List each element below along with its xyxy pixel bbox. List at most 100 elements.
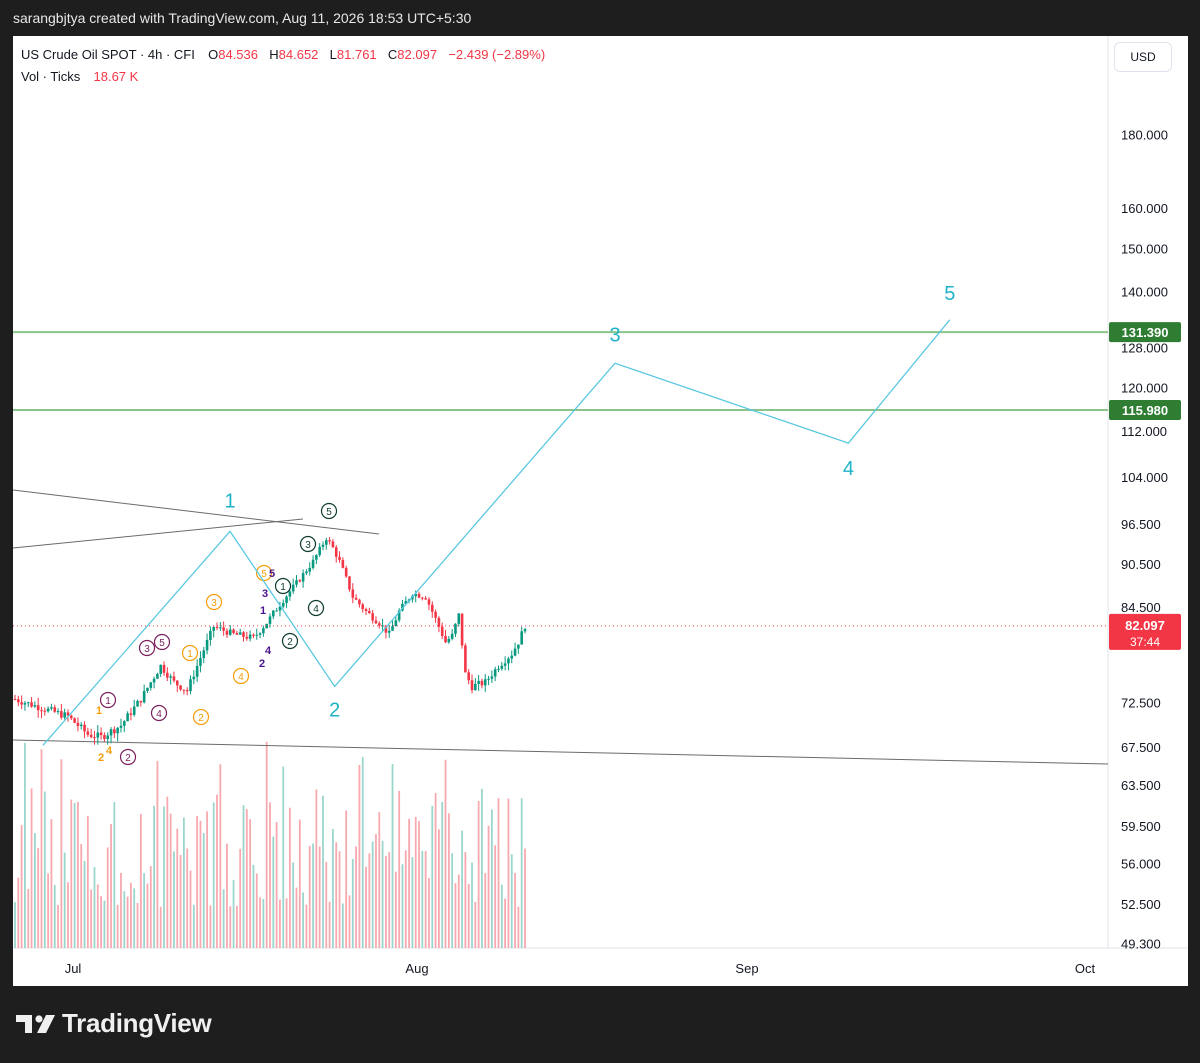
rising-trendline — [13, 518, 304, 549]
y-tick-label: 90.500 — [1121, 557, 1161, 572]
subwave-label: 1 — [187, 649, 193, 660]
volume-bar — [226, 843, 228, 948]
volume-bar — [120, 872, 122, 948]
x-tick-label: Oct — [1075, 961, 1096, 976]
candle-body — [311, 559, 315, 568]
candle-body — [212, 626, 216, 631]
volume-bar — [53, 884, 56, 948]
candle-body — [225, 630, 229, 635]
volume-bar — [196, 816, 199, 948]
currency-button[interactable]: USD — [1114, 42, 1172, 72]
wave-projection: 1 2 3 4 5 — [42, 283, 955, 746]
volume-bar — [514, 873, 516, 948]
subwave-mark: 4 — [106, 745, 113, 757]
volume-bar — [136, 902, 139, 948]
candle-body — [517, 644, 520, 649]
candle-body — [318, 546, 321, 556]
candle-body — [40, 710, 43, 712]
volume-bar — [388, 852, 391, 948]
candle-body — [278, 606, 282, 611]
volume-label[interactable]: Vol · Ticks — [21, 69, 81, 84]
volume-bar — [282, 766, 285, 948]
candle-body — [417, 593, 421, 598]
candle-body — [116, 727, 119, 734]
candle-body — [66, 712, 70, 716]
subwave-label: 3 — [305, 540, 311, 551]
candle-body — [401, 603, 404, 611]
candle-body — [424, 598, 427, 600]
y-tick-label: 49.300 — [1121, 936, 1161, 951]
y-tick-label: 84.500 — [1121, 600, 1161, 615]
subwave-label: 3 — [211, 598, 217, 609]
candle-body — [53, 707, 57, 712]
volume-bar — [411, 857, 414, 948]
volume-bar — [249, 819, 252, 948]
volume-bar — [348, 895, 351, 948]
volume-bar — [130, 882, 132, 948]
y-tick-label: 72.500 — [1121, 695, 1161, 710]
volume-bar — [272, 836, 275, 948]
last-price-value: 82.097 — [1125, 618, 1165, 633]
candle-body — [33, 705, 37, 707]
volume-bar — [477, 800, 480, 948]
tradingview-logo[interactable]: TradingView — [16, 1008, 212, 1039]
candle-body — [377, 623, 381, 626]
volume-bar — [305, 904, 308, 948]
volume-bar — [355, 846, 358, 948]
volume-bar — [173, 851, 175, 948]
candle-body — [328, 540, 331, 542]
grid-lines — [13, 36, 1188, 949]
volume-bar — [408, 818, 410, 948]
volume-bar — [487, 825, 490, 948]
volume-bar — [146, 883, 149, 948]
symbol-title[interactable]: US Crude Oil SPOT · 4h · CFI — [21, 47, 195, 62]
volume-bar — [265, 741, 268, 948]
volume-bar — [428, 878, 430, 948]
candle-body — [321, 544, 325, 547]
volume-bar — [490, 809, 493, 948]
subwave-label: 2 — [125, 753, 131, 764]
candles — [13, 537, 527, 745]
volume-bar — [209, 905, 212, 948]
candle-body — [73, 718, 76, 723]
subwave-label: 4 — [156, 709, 162, 720]
volume-bar — [216, 794, 218, 948]
candle-body — [56, 711, 60, 713]
volume-bar — [103, 900, 106, 948]
volume-bar — [292, 862, 295, 948]
volume-bar — [375, 834, 377, 948]
volume-bar — [454, 883, 457, 948]
volume-bar — [255, 873, 258, 948]
candle-body — [460, 613, 464, 646]
legend-ohlc-row: US Crude Oil SPOT · 4h · CFI O84.536 H84… — [21, 44, 545, 66]
candle-body — [421, 597, 424, 599]
open-label: O — [208, 47, 219, 62]
candle-body — [351, 589, 355, 598]
candle-body — [199, 658, 202, 666]
candle-body — [348, 576, 351, 590]
volume-bar — [361, 757, 364, 948]
subwave-circle — [274, 577, 292, 595]
volume-bar — [30, 788, 33, 948]
candle-body — [36, 705, 40, 711]
y-tick-label: 96.500 — [1121, 517, 1161, 532]
volume-bar — [222, 889, 225, 948]
candle-body — [487, 678, 490, 680]
candle-body — [414, 593, 418, 597]
candle-body — [490, 676, 494, 679]
price-axis: 180.000 160.000 150.000 140.000 128.000 120.0… — [1121, 128, 1168, 952]
volume-bar — [33, 833, 36, 948]
candle-body — [60, 711, 63, 718]
volume-bar — [126, 896, 129, 948]
volume-bar — [27, 888, 30, 948]
candle-body — [427, 599, 431, 605]
last-price-tag — [1109, 613, 1181, 650]
volume-bar — [325, 861, 328, 948]
subwave-circle — [299, 535, 317, 553]
price-level-tag — [1109, 322, 1181, 343]
subwave-mark: 1 — [96, 705, 102, 717]
candle-body — [308, 567, 312, 572]
candle-body — [30, 702, 33, 707]
